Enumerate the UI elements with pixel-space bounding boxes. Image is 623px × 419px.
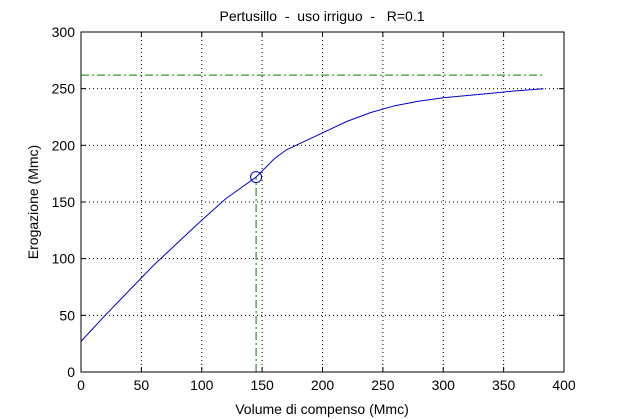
x-axis-label: Volume di compenso (Mmc) [235,401,409,417]
chart-title: Pertusillo - uso irriguo - R=0.1 [219,8,424,24]
y-axis-label: Erogazione (Mmc) [25,145,41,259]
reference-lines [81,74,544,372]
x-tick-label: 150 [250,377,274,393]
x-tick-label: 50 [134,377,150,393]
x-tick-label: 300 [432,377,456,393]
x-tick-label: 250 [371,377,395,393]
x-tick-label: 0 [77,377,85,393]
y-tick-label: 300 [52,24,76,40]
y-tick-label: 0 [67,364,75,380]
y-tick-label: 100 [52,251,76,267]
y-tick-label: 250 [52,81,76,97]
grid-lines [81,32,564,372]
circle-marker [250,171,263,184]
series-line [80,88,544,342]
y-tick-label: 50 [59,307,75,323]
x-tick-label: 200 [311,377,335,393]
x-tick-label: 400 [552,377,576,393]
y-tick-label: 200 [52,137,76,153]
x-tick-label: 350 [492,377,516,393]
axis-ticks: 0 50 100 150 200 250 300 350 400 0 50 100 150 200 250 3… [52,24,576,393]
data-series [80,88,544,342]
y-tick-label: 150 [52,194,76,210]
x-tick-label: 100 [190,377,214,393]
